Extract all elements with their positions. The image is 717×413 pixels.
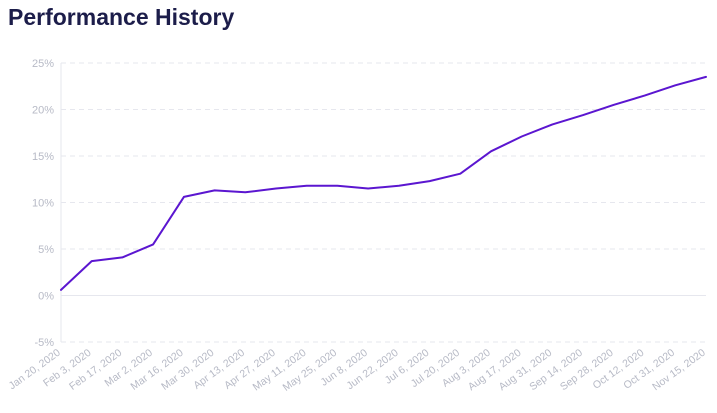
series-line	[60, 75, 707, 291]
y-axis-ticks: -5% 0% 5% 10% 15% 20% 25%	[32, 58, 54, 349]
y-tick-label: 20%	[32, 105, 54, 117]
y-tick-label: -5%	[34, 337, 54, 349]
y-tick-label: 0%	[38, 291, 54, 303]
x-tick-label: Nov 15, 2020	[650, 347, 708, 394]
y-tick-label: 15%	[32, 151, 54, 163]
page-title: Performance History	[8, 4, 235, 30]
gridlines	[60, 62, 706, 343]
y-tick-label: 5%	[38, 244, 54, 256]
y-tick-label: 25%	[32, 58, 54, 70]
y-tick-label: 10%	[32, 198, 54, 210]
